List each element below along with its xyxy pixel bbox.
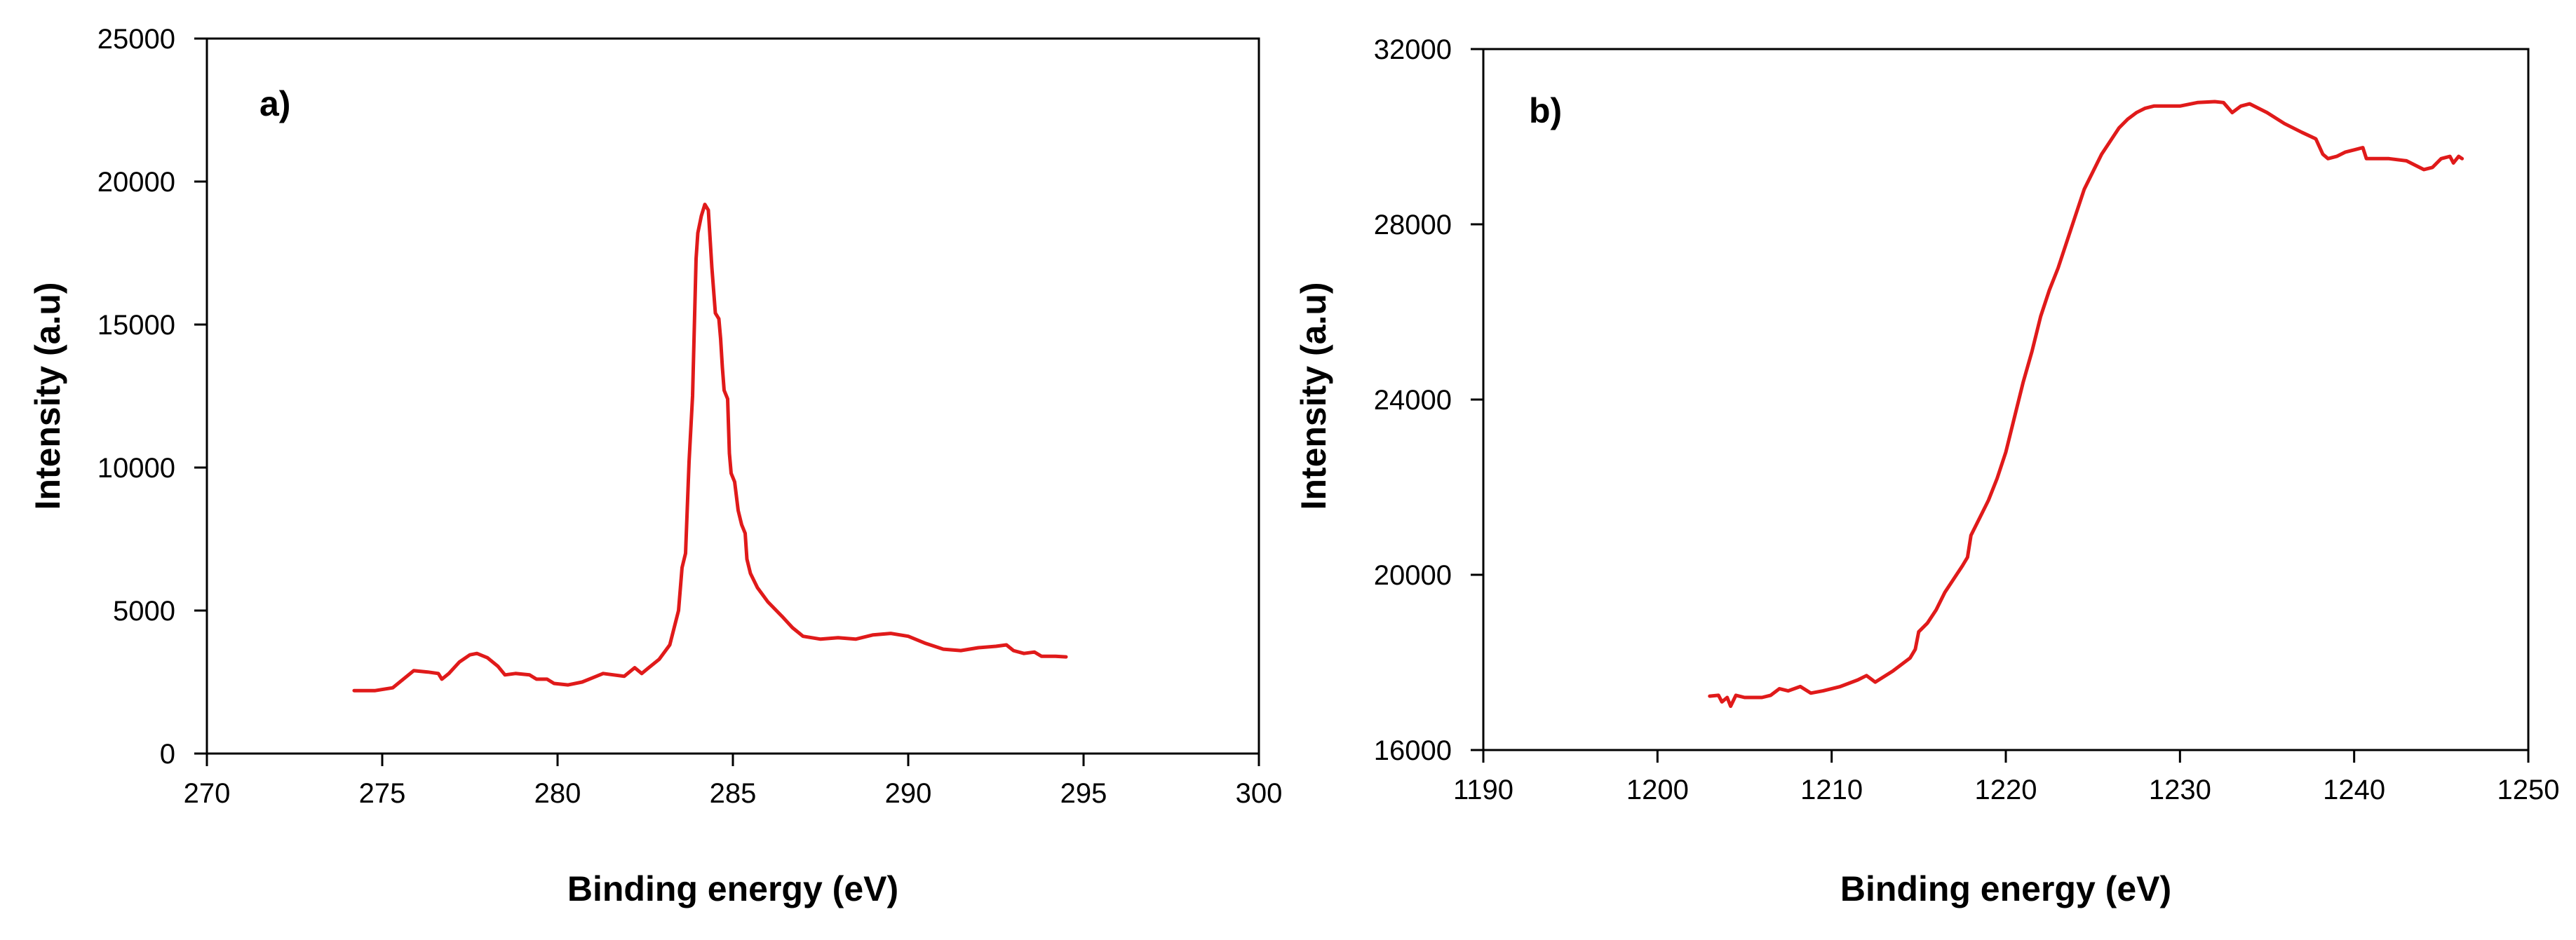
- x-tick-label-b: 1220: [1975, 775, 2037, 805]
- x-tick-label-b: 1190: [1453, 775, 1513, 805]
- y-axis-title-b: Intensity (a.u): [1294, 282, 1333, 510]
- x-tick-label-a: 275: [359, 778, 406, 809]
- chart-panel-b: b) Binding energy (eV) Intensity (a.u) 1…: [1294, 34, 2559, 908]
- y-tick-label-a: 20000: [97, 167, 175, 198]
- chart-panel-a: a) Binding energy (eV) Intensity (a.u) 2…: [28, 24, 1282, 908]
- y-tick-label-a: 10000: [97, 453, 175, 484]
- x-axis-title-a: Binding energy (eV): [567, 869, 898, 908]
- x-tick-label-b: 1230: [2149, 775, 2211, 805]
- y-tick-label-b: 32000: [1374, 34, 1452, 65]
- x-tick-label-b: 1250: [2497, 775, 2560, 805]
- x-tick-label-a: 290: [885, 778, 932, 809]
- x-tick-label-a: 300: [1236, 778, 1283, 809]
- x-tick-label-b: 1240: [2323, 775, 2385, 805]
- y-tick-label-b: 20000: [1374, 560, 1452, 591]
- y-tick-label-b: 28000: [1374, 210, 1452, 240]
- x-tick-label-b: 1210: [1800, 775, 1863, 805]
- plot-area-frame-a: [205, 37, 1260, 755]
- panel-label-b: b): [1529, 91, 1562, 130]
- x-tick-label-a: 280: [534, 778, 581, 809]
- x-tick-label-a: 285: [710, 778, 757, 809]
- y-tick-label-a: 15000: [97, 310, 175, 341]
- series-line-a: [352, 203, 1068, 693]
- y-tick-label-a: 5000: [113, 596, 175, 627]
- y-tick-label-a: 25000: [97, 24, 175, 55]
- y-tick-label-b: 16000: [1374, 735, 1452, 766]
- x-tick-label-a: 270: [184, 778, 231, 809]
- x-tick-label-b: 1200: [1626, 775, 1689, 805]
- y-tick-label-a: 0: [160, 739, 175, 770]
- panel-label-a: a): [259, 84, 290, 123]
- plot-area-frame-b: [1482, 48, 2530, 751]
- x-axis-title-b: Binding energy (eV): [1840, 869, 2171, 908]
- y-tick-label-b: 24000: [1374, 385, 1452, 416]
- series-line-b: [1708, 100, 2464, 708]
- x-tick-label-a: 295: [1060, 778, 1107, 809]
- y-axis-title-a: Intensity (a.u): [28, 282, 67, 510]
